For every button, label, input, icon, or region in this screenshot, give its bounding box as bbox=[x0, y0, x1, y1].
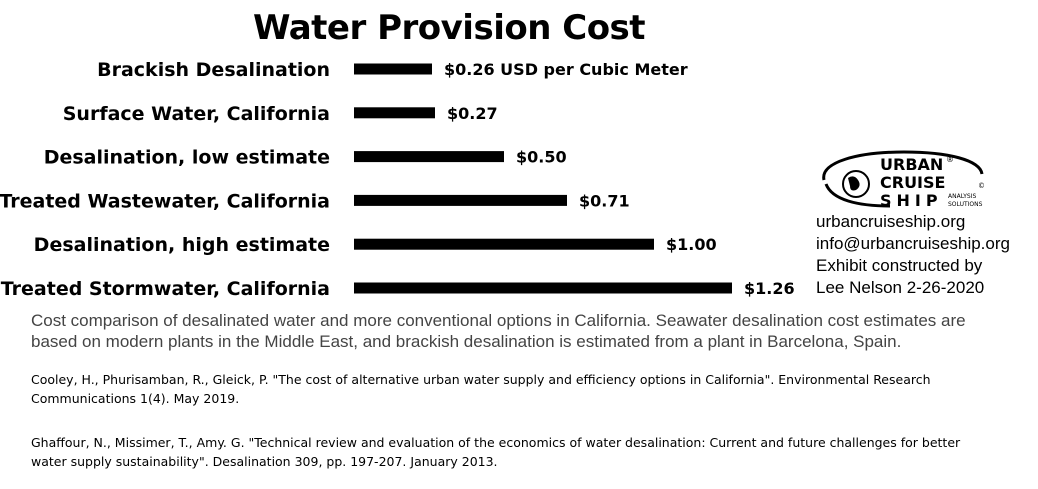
logo-copyright-mark: © bbox=[978, 182, 985, 190]
logo-line-2: CRUISE bbox=[880, 173, 945, 192]
bar bbox=[354, 282, 732, 294]
logo-tagline-2: SOLUTIONS bbox=[948, 201, 983, 208]
logo-tagline-1: ANALYSIS bbox=[948, 193, 976, 200]
reference-1: Cooley, H., Phurisamban, R., Gleick, P. … bbox=[31, 372, 931, 406]
category-label: Desalination, high estimate bbox=[34, 234, 330, 256]
urban-cruise-ship-logo: URBAN CRUISE SHIP ANALYSIS SOLUTIONS ® © bbox=[822, 150, 985, 210]
chart-caption: Cost comparison of desalinated water and… bbox=[31, 311, 966, 351]
contact-block: urbancruiseship.org info@urbancruiseship… bbox=[816, 211, 1010, 299]
reference-2: Ghaffour, N., Missimer, T., Amy. G. "Tec… bbox=[31, 435, 961, 469]
website-text: urbancruiseship.org bbox=[816, 212, 966, 231]
data-label: $0.27 bbox=[447, 104, 498, 123]
data-label: $0.26 USD per Cubic Meter bbox=[444, 60, 688, 79]
email-text: info@urbancruiseship.org bbox=[816, 234, 1010, 253]
data-label: $0.71 bbox=[579, 191, 630, 210]
category-label: Brackish Desalination bbox=[97, 59, 330, 81]
logo-line-1: URBAN bbox=[880, 155, 943, 174]
data-label: $0.50 bbox=[516, 148, 567, 167]
bar-chart: Brackish Desalination $0.26 USD per Cubic… bbox=[0, 59, 795, 300]
logo-registered-mark: ® bbox=[946, 155, 954, 164]
chart-title: Water Provision Cost bbox=[252, 8, 646, 48]
bar bbox=[354, 107, 435, 119]
logo-line-3: SHIP bbox=[880, 191, 943, 210]
category-label: Treated Wastewater, California bbox=[0, 190, 330, 212]
data-label: $1.26 bbox=[744, 279, 795, 298]
data-label: $1.00 bbox=[666, 235, 717, 254]
category-label: Desalination, low estimate bbox=[44, 147, 330, 169]
bar bbox=[354, 194, 567, 206]
category-label: Surface Water, California bbox=[63, 103, 330, 125]
bar bbox=[354, 63, 432, 75]
category-label: Treated Stormwater, California bbox=[1, 278, 330, 300]
credit-line-1: Exhibit constructed by bbox=[816, 256, 983, 275]
credit-line-2: Lee Nelson 2-26-2020 bbox=[816, 278, 985, 297]
bar bbox=[354, 238, 654, 250]
bar bbox=[354, 151, 504, 163]
